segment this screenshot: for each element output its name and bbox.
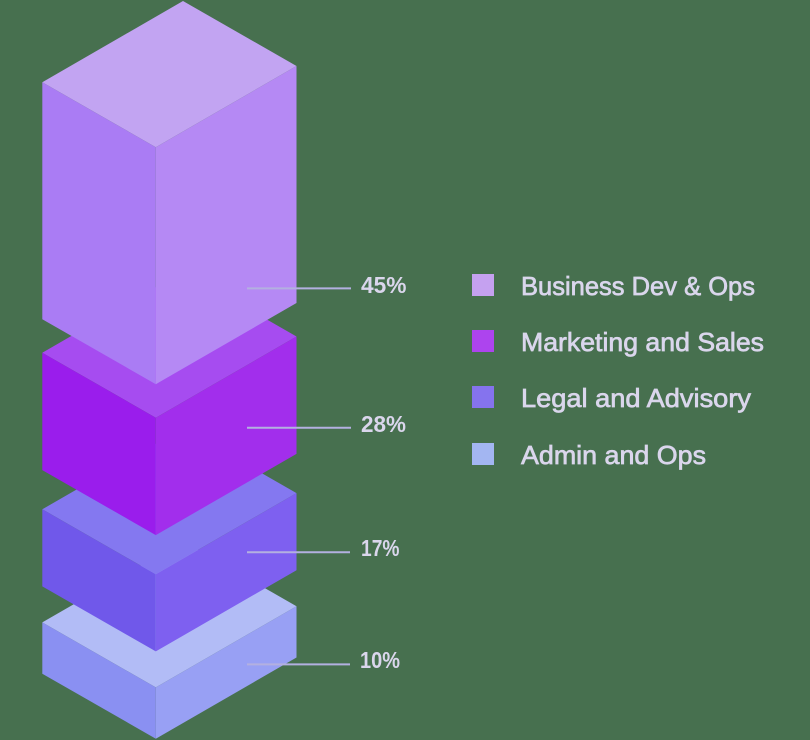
svg-text:Admin and Ops: Admin and Ops — [521, 440, 706, 470]
svg-text:45%: 45% — [361, 272, 407, 298]
svg-text:Legal and Advisory: Legal and Advisory — [521, 383, 751, 413]
svg-text:10%: 10% — [360, 647, 400, 673]
svg-text:28%: 28% — [361, 411, 406, 437]
svg-text:17%: 17% — [361, 535, 400, 561]
svg-text:Business Dev & Ops: Business Dev & Ops — [521, 271, 755, 301]
svg-text:Marketing and Sales: Marketing and Sales — [521, 327, 764, 357]
